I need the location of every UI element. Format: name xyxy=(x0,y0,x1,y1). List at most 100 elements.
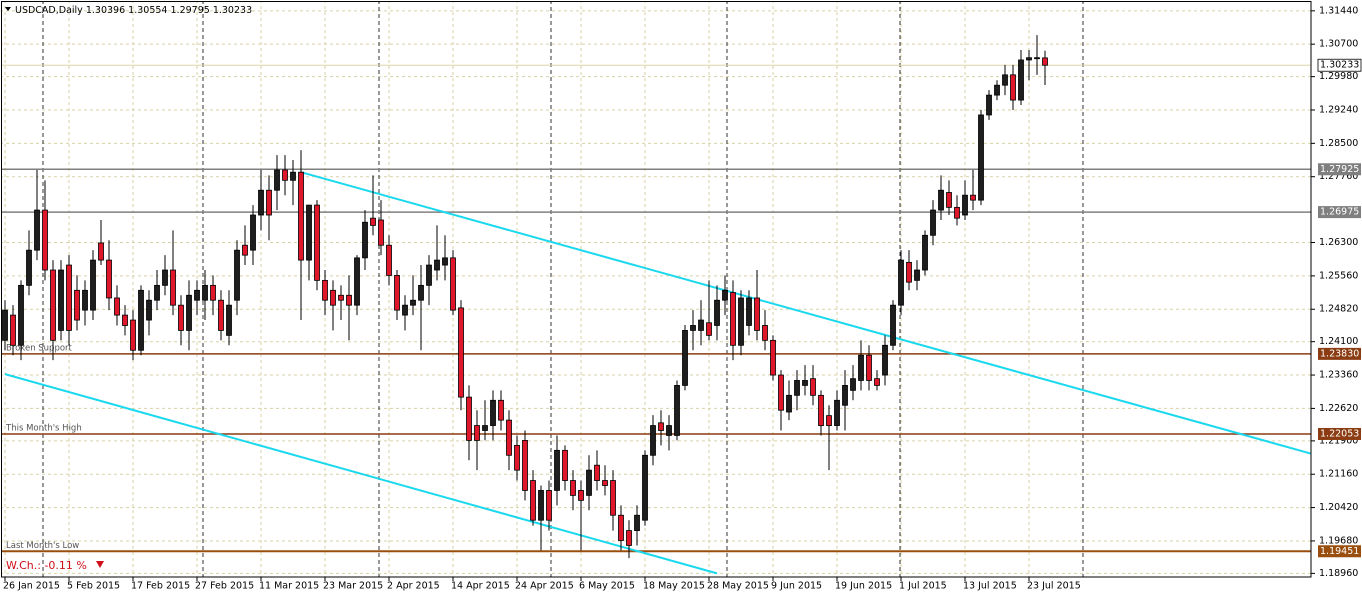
x-tick-label: 19 Jun 2015 xyxy=(835,581,892,592)
y-tick-label: 1.25560 xyxy=(1319,270,1358,281)
x-tick-label: 2 Apr 2015 xyxy=(387,581,440,592)
candle-body xyxy=(402,304,408,316)
y-tick-label: 1.28500 xyxy=(1319,138,1358,149)
candle-body xyxy=(522,440,528,491)
candle-body xyxy=(602,480,608,486)
x-tick-label: 5 Feb 2015 xyxy=(67,581,120,592)
candle-body xyxy=(882,344,888,376)
candle-body xyxy=(426,264,432,286)
y-tick-label: 1.27760 xyxy=(1319,171,1358,182)
candle-body xyxy=(826,415,832,426)
candle-body xyxy=(138,289,144,351)
candle-body xyxy=(442,257,448,266)
low-value: 1.29795 xyxy=(171,5,210,16)
candle-body xyxy=(482,425,488,431)
candle-body xyxy=(210,284,216,301)
x-tick-label: 1 Jul 2015 xyxy=(899,581,947,592)
candle-body xyxy=(978,114,984,201)
candle-body xyxy=(194,289,200,301)
candle-body xyxy=(154,284,160,301)
x-tick-label: 23 Mar 2015 xyxy=(323,581,383,592)
candle-body xyxy=(474,425,480,441)
candle-body xyxy=(938,189,944,211)
weekly-change: W.Ch.: -0.11 % xyxy=(6,559,87,572)
candle-body xyxy=(354,257,360,306)
candle-body xyxy=(514,444,520,471)
levels-layer: Broken Support This Month's High Last Mont… xyxy=(1,64,1311,553)
candle-body xyxy=(1018,59,1024,101)
candle-body xyxy=(586,469,592,496)
candle-body xyxy=(730,292,736,346)
candle-body xyxy=(794,380,800,396)
candle-body xyxy=(842,385,848,406)
candle-body xyxy=(50,269,56,341)
candle-body xyxy=(82,289,88,311)
candle-body xyxy=(506,419,512,456)
level-price-box xyxy=(1318,163,1361,176)
candle-body xyxy=(714,299,720,326)
candle-body xyxy=(570,480,576,496)
trendline xyxy=(300,171,1311,455)
candle-body xyxy=(386,244,392,276)
candle-body xyxy=(666,425,672,436)
level-price-label: 1.19451 xyxy=(1320,546,1359,557)
candle-body xyxy=(786,394,792,413)
candle-body xyxy=(746,297,752,326)
candle-body xyxy=(802,380,808,386)
level-price-box xyxy=(1318,427,1361,440)
candle-body xyxy=(394,275,400,311)
x-tick-label: 11 Mar 2015 xyxy=(259,581,319,592)
candle-body xyxy=(1026,57,1032,61)
candle-body xyxy=(898,259,904,306)
candle-body xyxy=(986,94,992,116)
level-price-box xyxy=(1318,545,1361,558)
candle-body xyxy=(818,394,824,426)
menu-arrow[interactable] xyxy=(5,7,11,11)
candle-body xyxy=(634,514,640,531)
x-tick-label: 23 Jul 2015 xyxy=(1027,581,1081,592)
candle-body xyxy=(26,249,32,286)
header: USDCAD,Daily 1.30396 1.30554 1.29795 1.3… xyxy=(15,5,252,16)
y-tick-label: 1.31440 xyxy=(1319,5,1358,16)
candle-body xyxy=(698,319,704,331)
candle-body xyxy=(146,299,152,321)
candle-body xyxy=(266,189,272,216)
candle-body xyxy=(250,214,256,251)
level-name: This Month's High xyxy=(5,423,82,433)
current-price-label: 1.30233 xyxy=(1320,60,1359,71)
x-tick-label: 27 Feb 2015 xyxy=(195,581,254,592)
y-tick-label: 1.30700 xyxy=(1319,39,1358,50)
trendlines-layer xyxy=(4,171,1311,575)
candle-body xyxy=(226,304,232,336)
candle-body xyxy=(114,297,120,316)
candle-body xyxy=(770,339,776,376)
candle-body xyxy=(162,269,168,286)
x-tick-label: 6 May 2015 xyxy=(579,581,635,592)
candle-body xyxy=(1042,57,1048,66)
candle-body xyxy=(1010,74,1016,101)
candle-body xyxy=(258,189,264,216)
candle-body xyxy=(66,264,72,331)
candle-body xyxy=(106,259,112,299)
level-price-label: 1.27925 xyxy=(1320,164,1359,175)
y-tick-label: 1.26300 xyxy=(1319,237,1358,248)
level-name: Broken Support xyxy=(6,343,73,353)
candle-body xyxy=(610,480,616,516)
candle-body xyxy=(10,314,16,346)
candle-body xyxy=(562,449,568,481)
candle-body xyxy=(362,221,368,259)
candle-body xyxy=(434,259,440,271)
level-price-box xyxy=(1318,206,1361,219)
x-tick-label: 17 Feb 2015 xyxy=(131,581,190,592)
y-tick-label: 1.29980 xyxy=(1319,71,1358,82)
candle-body xyxy=(930,209,936,236)
candle-body xyxy=(706,322,712,336)
candle-body xyxy=(322,279,328,301)
candle-body xyxy=(674,385,680,436)
candle-body xyxy=(530,480,536,521)
candle-body xyxy=(466,396,472,441)
y-tick-label: 1.19680 xyxy=(1319,535,1358,546)
candle-body xyxy=(578,490,584,501)
y-tick-label: 1.23360 xyxy=(1319,370,1358,381)
